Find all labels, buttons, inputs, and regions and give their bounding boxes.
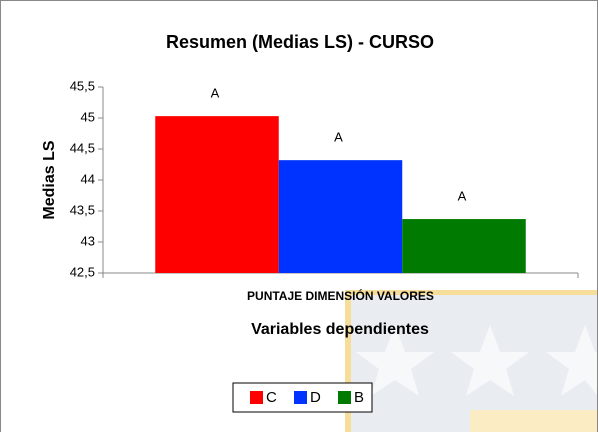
y-tick-label: 45 (81, 109, 95, 124)
chart-title: Resumen (Medias LS) - CURSO (166, 32, 434, 52)
y-tick-label: 45,5 (70, 78, 95, 93)
watermark (345, 290, 598, 432)
legend-label: D (310, 389, 321, 406)
legend-label: B (354, 389, 364, 406)
group-letter: A (458, 188, 467, 203)
legend-swatch (250, 391, 263, 404)
y-tick-label: 44,5 (70, 140, 95, 155)
legend-swatch (294, 391, 307, 404)
bar (155, 116, 279, 273)
legend-swatch (338, 391, 351, 404)
x-tick-label: PUNTAJE DIMENSIÓN VALORES (247, 288, 434, 303)
y-tick-label: 42,5 (70, 264, 95, 279)
y-axis-title: Medias LS (41, 140, 58, 219)
x-axis-title: Variables dependientes (251, 321, 429, 338)
y-tick-label: 43 (81, 233, 95, 248)
y-tick-label: 44 (81, 171, 95, 186)
bar (402, 219, 526, 273)
legend-label: C (266, 389, 277, 406)
group-letter: A (334, 130, 343, 145)
y-tick-label: 43,5 (70, 202, 95, 217)
group-letter: A (211, 86, 220, 101)
bar (278, 160, 403, 273)
